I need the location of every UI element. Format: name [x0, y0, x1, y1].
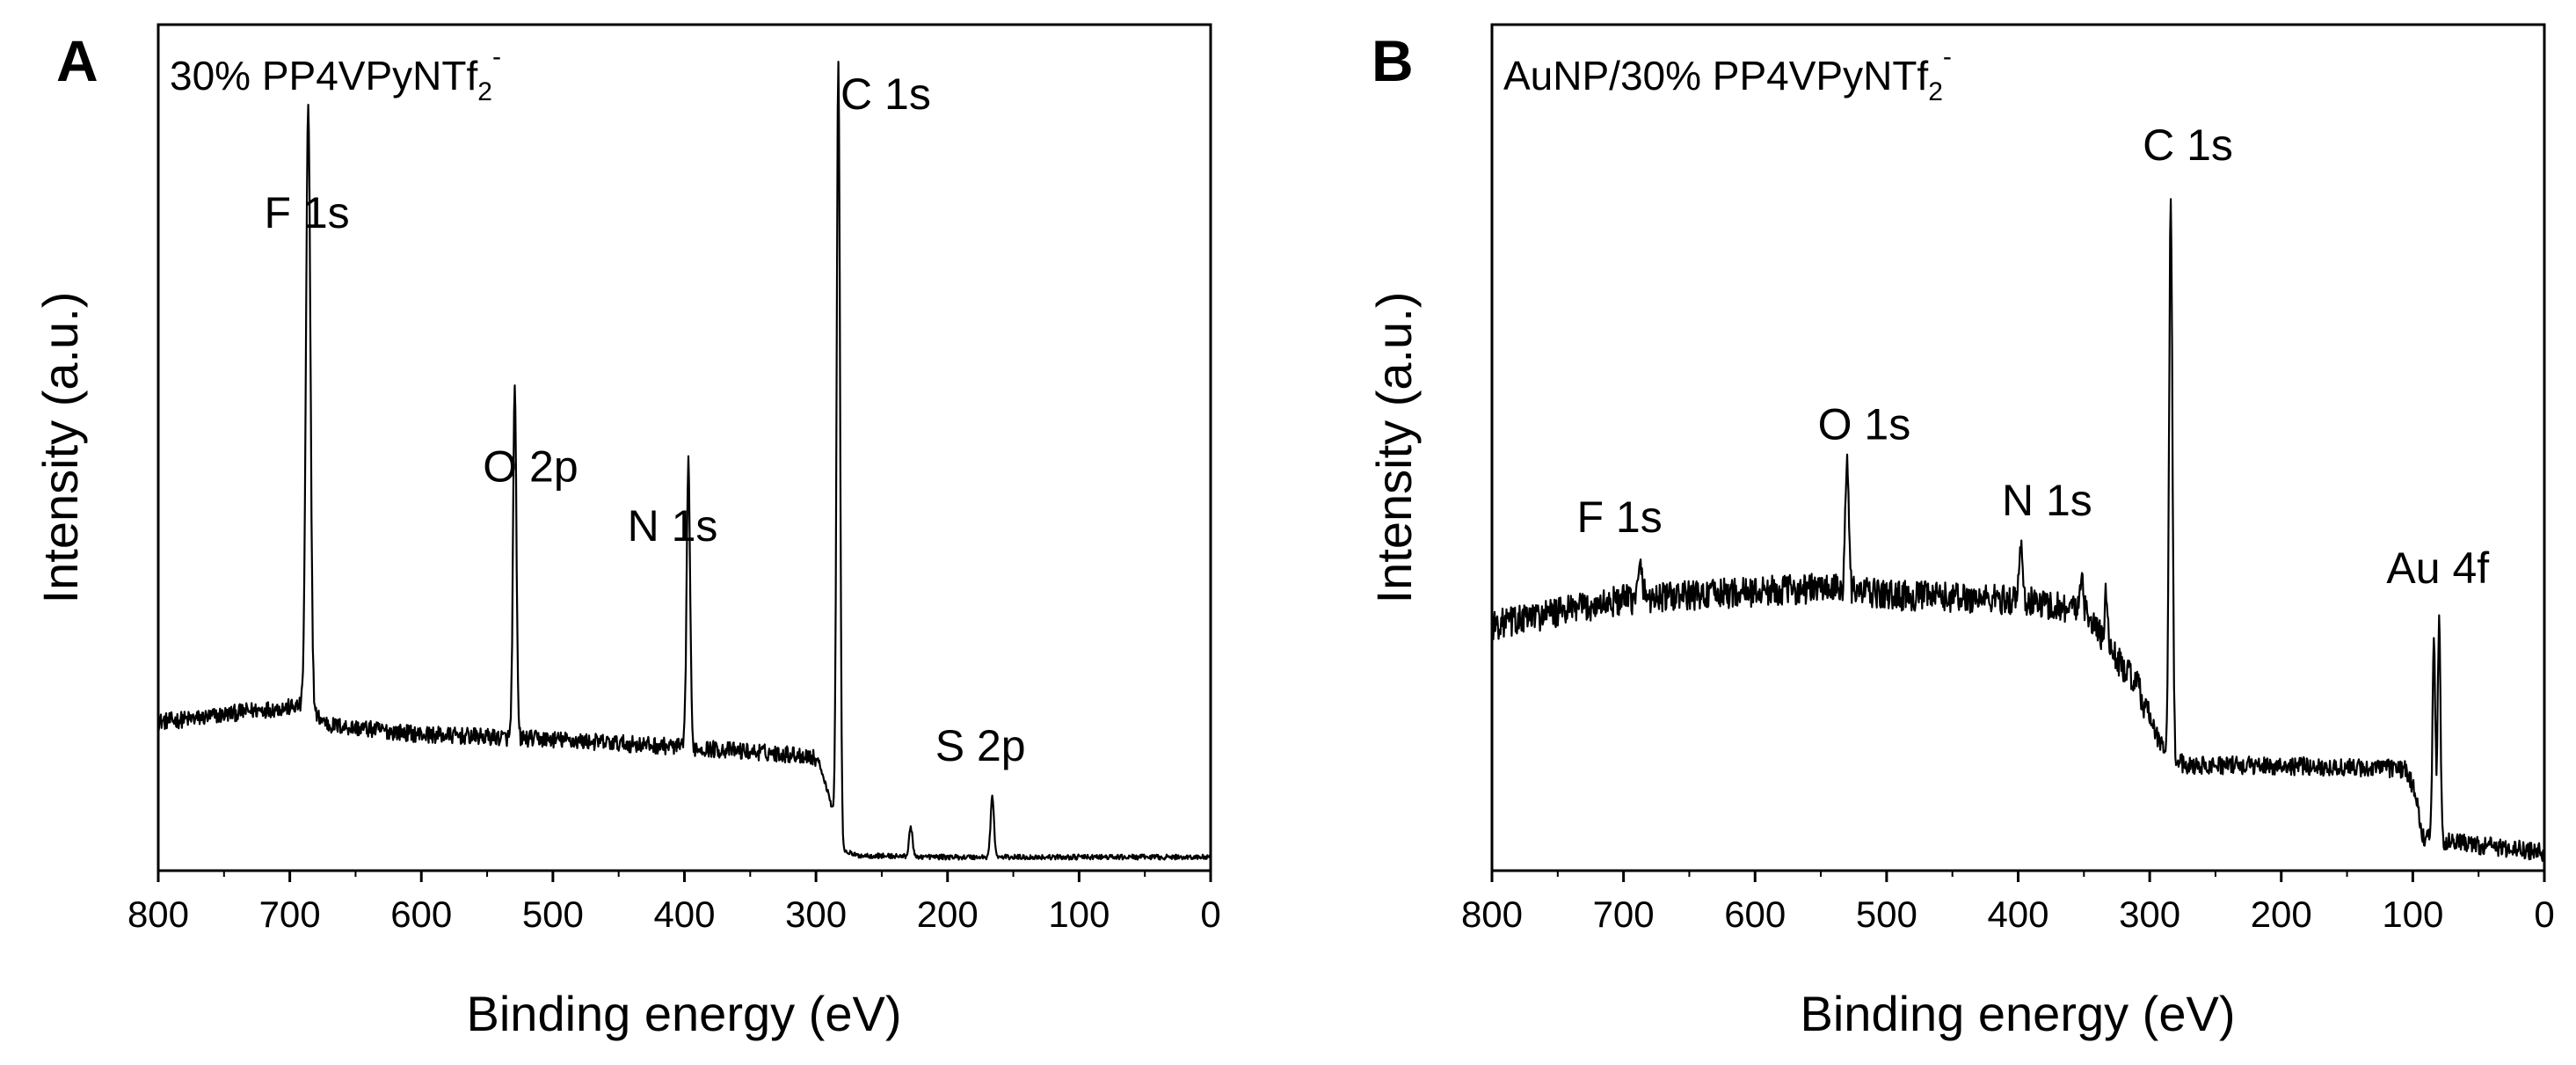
- x-tick-label: 200: [2251, 894, 2312, 935]
- x-ticks: [156, 871, 1212, 882]
- y-axis-title: Intensity (a.u.): [1366, 292, 1422, 604]
- spectrum-line: [1490, 198, 2545, 862]
- x-axis-title: Binding energy (eV): [467, 986, 902, 1041]
- x-axis-title: Binding energy (eV): [1801, 986, 2236, 1041]
- peak-label: O 1s: [1818, 399, 1911, 449]
- spectrum-line: [157, 61, 1212, 861]
- sample-label: 30% PP4VPyNTf2-: [170, 42, 501, 106]
- peak-label: F 1s: [264, 188, 349, 237]
- peak-labels: F 1s O 2p N 1s C 1s S 2p: [264, 69, 1025, 770]
- x-tick-label: 0: [1200, 894, 1220, 935]
- y-axis-title: Intensity (a.u.): [33, 292, 88, 604]
- x-tick-label: 0: [2534, 894, 2554, 935]
- peak-label: C 1s: [840, 69, 931, 119]
- peak-label: S 2p: [935, 721, 1026, 770]
- x-tick-label: 200: [917, 894, 979, 935]
- x-tick-label: 800: [127, 894, 189, 935]
- x-tick-label: 300: [2119, 894, 2180, 935]
- panel-letter-a: A: [56, 28, 98, 93]
- panel-letter-b: B: [1372, 28, 1414, 93]
- peak-label: C 1s: [2143, 120, 2233, 170]
- plot-frame: [156, 23, 1212, 872]
- peak-label: O 2p: [483, 441, 578, 491]
- peak-label: F 1s: [1577, 492, 1663, 542]
- panel-a: A 30% PP4VPyNTf2- 800 700 600 500 400 300 200 1…: [33, 23, 1221, 1041]
- x-tick-label: 800: [1461, 894, 1523, 935]
- peak-label: N 1s: [2002, 476, 2092, 525]
- panel-b: B AuNP/30% PP4VPyNTf2- 800 700 600 500 400 30…: [1366, 23, 2555, 1041]
- peak-labels: F 1s O 1s N 1s C 1s Au 4f: [1577, 120, 2490, 593]
- x-tick-labels: 800 700 600 500 400 300 200 100 0: [1461, 894, 2555, 935]
- x-tick-label: 500: [522, 894, 584, 935]
- plot-frame: [1490, 23, 2546, 872]
- x-tick-label: 100: [2382, 894, 2443, 935]
- x-tick-label: 100: [1048, 894, 1110, 935]
- x-tick-label: 600: [390, 894, 452, 935]
- x-tick-label: 400: [653, 894, 715, 935]
- x-tick-label: 700: [1593, 894, 1655, 935]
- x-tick-label: 500: [1856, 894, 1917, 935]
- sample-label: AuNP/30% PP4VPyNTf2-: [1503, 42, 1952, 106]
- peak-label: N 1s: [628, 501, 718, 551]
- peak-label: Au 4f: [2386, 543, 2489, 593]
- x-tick-labels: 800 700 600 500 400 300 200 100 0: [127, 894, 1221, 935]
- x-tick-label: 300: [785, 894, 847, 935]
- x-ticks: [1490, 871, 2546, 882]
- x-tick-label: 400: [1987, 894, 2048, 935]
- x-tick-label: 700: [259, 894, 321, 935]
- x-tick-label: 600: [1724, 894, 1786, 935]
